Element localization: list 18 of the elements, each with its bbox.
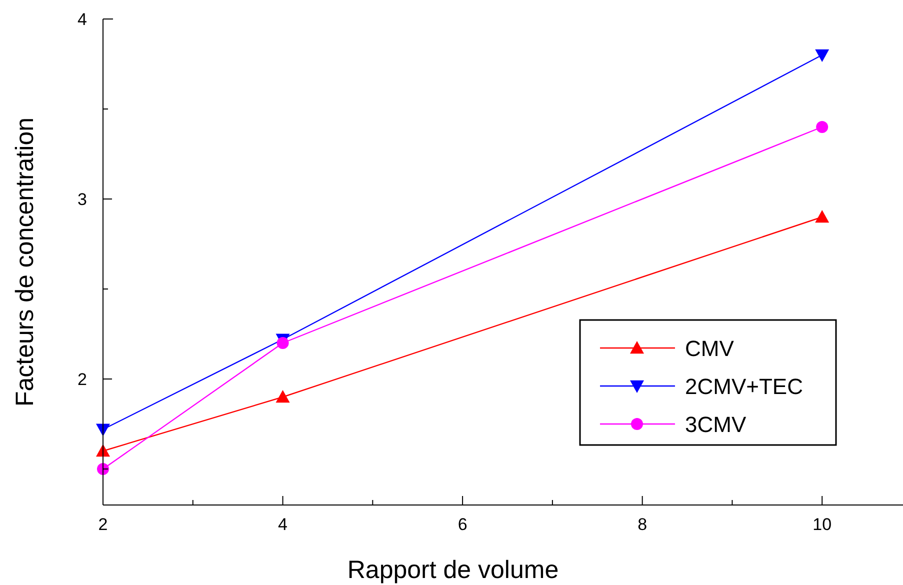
- x-tick-label: 2: [98, 515, 108, 534]
- y-tick-label: 2: [78, 370, 87, 389]
- legend-label: CMV: [685, 336, 734, 361]
- point: [815, 49, 830, 62]
- y-axis-title: Facteurs de concentration: [11, 117, 39, 407]
- x-tick-label: 8: [638, 515, 648, 534]
- point: [276, 390, 290, 403]
- x-axis-title: Rapport de volume: [347, 556, 559, 584]
- legend-label: 2CMV+TEC: [685, 374, 804, 399]
- point: [816, 121, 828, 133]
- x-tick-label: 6: [458, 515, 468, 534]
- y-tick-label: 3: [78, 190, 87, 209]
- x-tick-label: 10: [812, 515, 832, 534]
- legend-label: 3CMV: [685, 412, 746, 437]
- x-tick-label: 4: [278, 515, 288, 534]
- point: [815, 210, 830, 223]
- point: [276, 337, 289, 349]
- y-tick-label: 4: [78, 10, 87, 29]
